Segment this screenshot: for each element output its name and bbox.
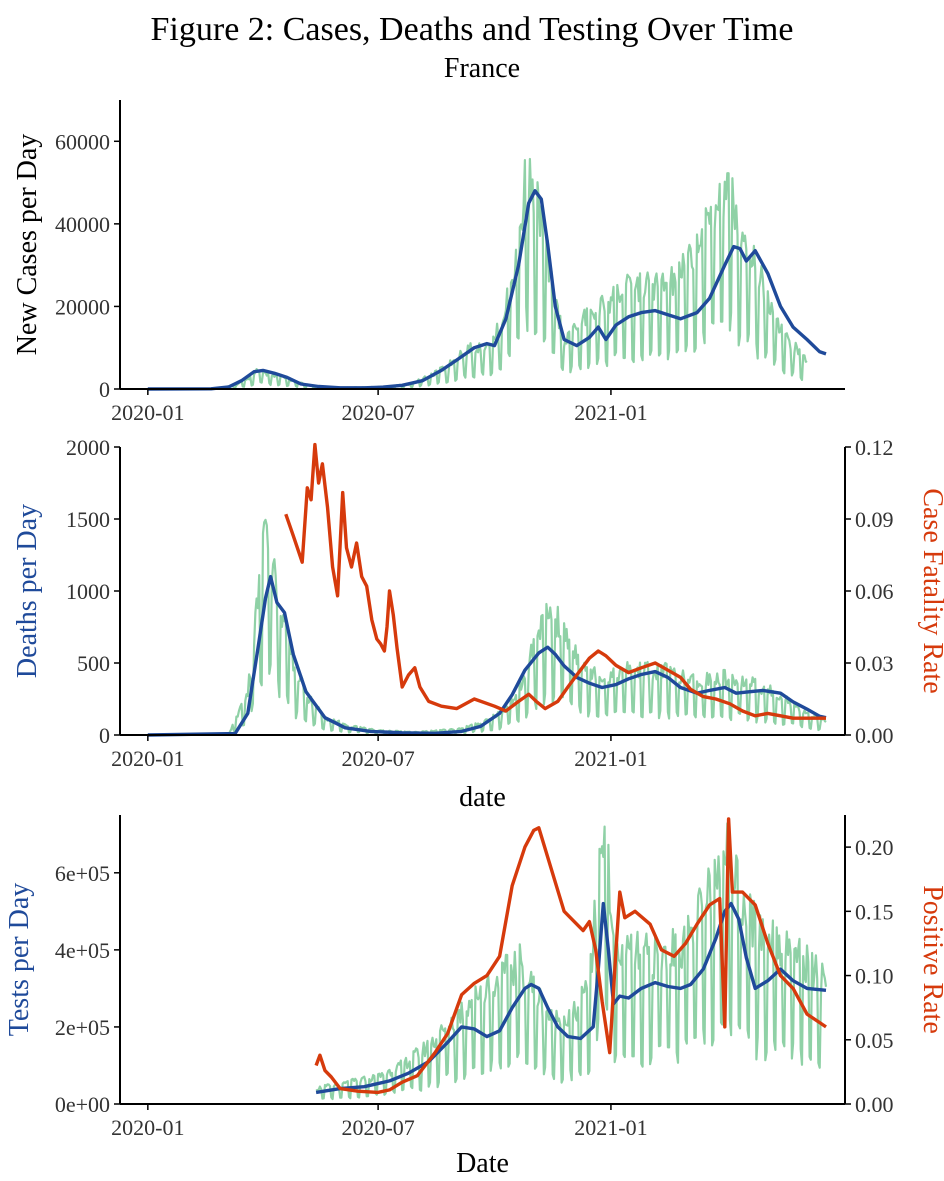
x-axis-label: Date [456, 1148, 509, 1179]
y-axis-label: Deaths per Day [12, 504, 43, 678]
y-right-tick-label: 0.12 [855, 435, 894, 460]
figure-title: Figure 2: Cases, Deaths and Testing Over… [151, 11, 794, 48]
y-tick-label: 60000 [55, 129, 110, 154]
figure-subtitle: France [444, 53, 520, 84]
y-right-tick-label: 0.03 [855, 651, 894, 676]
y-axis-label: New Cases per Day [12, 134, 43, 356]
y-tick-label: 0 [99, 723, 110, 748]
tests-panel: 0e+00 2e+05 4e+05 6e+05 2020-01 2020-07 2021-0… [4, 815, 944, 1179]
rate-series-line [284, 442, 826, 720]
x-axis-label: date [459, 782, 506, 813]
x-tick-label: 2020-01 [111, 1115, 184, 1140]
y-right-tick-label: 0.09 [855, 507, 894, 532]
x-tick-label: 2020-07 [341, 1115, 414, 1140]
y-tick-label: 6e+05 [55, 861, 110, 886]
x-tick-label: 2021-01 [574, 400, 647, 425]
x-tick-label: 2020-01 [111, 400, 184, 425]
cases-panel: 0 20000 40000 60000 2020-01 2020-07 2021-01 New… [12, 100, 845, 425]
deaths-panel: 0 500 1000 1500 2000 2020-01 2020-07 2021-01 0.0… [12, 435, 944, 813]
y-tick-label: 20000 [55, 294, 110, 319]
y-right-tick-label: 0.05 [855, 1028, 894, 1053]
smoothed-series-line [147, 189, 827, 391]
x-tick-label: 2020-07 [341, 400, 414, 425]
y-tick-label: 2000 [66, 435, 110, 460]
y-tick-label: 40000 [55, 212, 110, 237]
y-right-tick-label: 0.20 [855, 835, 894, 860]
y-tick-label: 500 [77, 651, 110, 676]
y-right-tick-label: 0.00 [855, 1092, 894, 1117]
y-right-tick-label: 0.10 [855, 964, 894, 989]
daily-series-line [147, 518, 827, 737]
x-tick-label: 2020-07 [341, 746, 414, 771]
y-axis-right-label: Case Fatality Rate [917, 488, 944, 693]
y-tick-label: 0e+00 [55, 1092, 110, 1117]
smoothed-series-line [315, 901, 827, 1095]
x-tick-label: 2021-01 [574, 746, 647, 771]
y-tick-label: 4e+05 [55, 938, 110, 963]
y-tick-label: 0 [99, 377, 110, 402]
smoothed-series-line [147, 574, 827, 737]
daily-series-line [315, 822, 828, 1101]
x-tick-label: 2020-01 [111, 746, 184, 771]
y-right-tick-label: 0.00 [855, 723, 894, 748]
y-right-tick-label: 0.06 [855, 579, 894, 604]
y-tick-label: 2e+05 [55, 1015, 110, 1040]
x-tick-label: 2021-01 [574, 1115, 647, 1140]
rate-series-line [314, 817, 827, 1095]
y-right-tick-label: 0.15 [855, 899, 894, 924]
y-axis-label: Tests per Day [4, 883, 35, 1037]
y-tick-label: 1000 [66, 579, 110, 604]
y-axis-right-label: Positive Rate [917, 885, 944, 1034]
y-tick-label: 1500 [66, 507, 110, 532]
daily-series-line [147, 157, 808, 391]
